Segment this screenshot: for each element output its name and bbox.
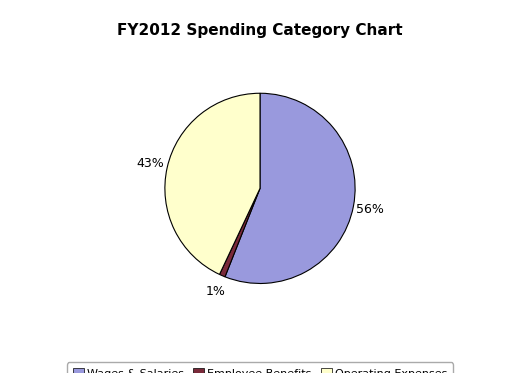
Wedge shape xyxy=(165,93,260,275)
Text: 1%: 1% xyxy=(205,285,225,298)
Text: 43%: 43% xyxy=(137,157,164,170)
Legend: Wages & Salaries, Employee Benefits, Operating Expenses: Wages & Salaries, Employee Benefits, Ope… xyxy=(67,362,453,373)
Wedge shape xyxy=(219,188,260,277)
Title: FY2012 Spending Category Chart: FY2012 Spending Category Chart xyxy=(117,23,403,38)
Text: 56%: 56% xyxy=(356,203,384,216)
Wedge shape xyxy=(225,93,355,283)
